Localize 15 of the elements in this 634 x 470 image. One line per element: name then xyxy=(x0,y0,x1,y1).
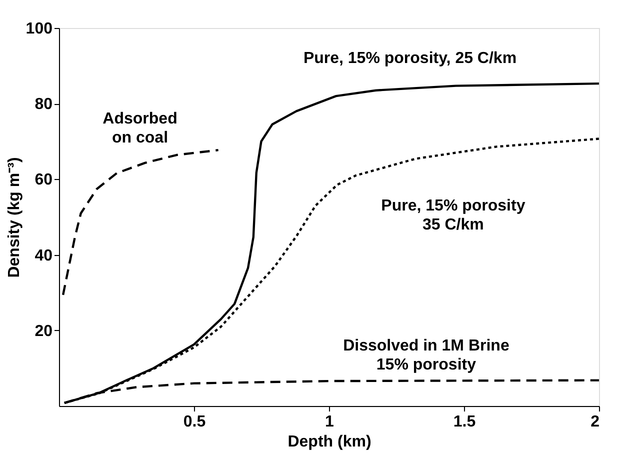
y-tick-label: 20 xyxy=(34,322,53,340)
x-axis-title: Depth (km) xyxy=(288,434,372,450)
x-tick-label: 1.5 xyxy=(453,414,476,430)
x-tick-label: 0.5 xyxy=(183,414,206,430)
y-tick-label: 80 xyxy=(34,96,53,114)
series-label: Dissolved in 1M Brine 15% porosity xyxy=(343,338,510,374)
y-tick-label: 100 xyxy=(26,20,53,38)
x-tick-label: 2 xyxy=(590,414,600,430)
x-tick-label: 1 xyxy=(325,414,334,430)
series-label: Pure, 15% porosity 35 C/km xyxy=(381,198,526,234)
y-tick-label: 40 xyxy=(34,247,53,264)
y-axis-title: Density (kg m⁻³) xyxy=(6,157,23,278)
series-label: Adsorbed on coal xyxy=(102,110,178,147)
series-label: Pure, 15% porosity, 25 C/km xyxy=(303,50,517,68)
y-tick-label: 60 xyxy=(34,172,53,189)
